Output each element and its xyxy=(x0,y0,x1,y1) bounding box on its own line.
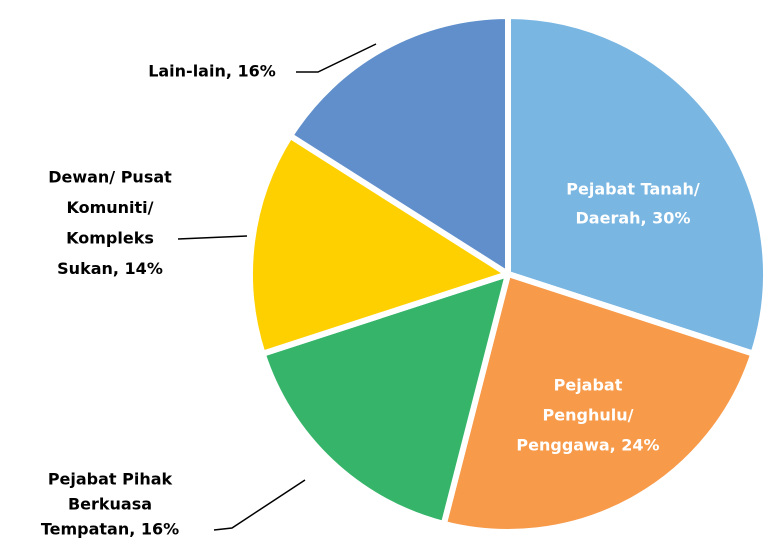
slices xyxy=(247,13,768,535)
leader-line xyxy=(177,235,248,240)
slice-label: Penggawa, 24% xyxy=(516,436,659,455)
slice-label: Lain-lain, 16% xyxy=(148,62,276,81)
slice-label: Sukan, 14% xyxy=(57,259,163,278)
pie-slice xyxy=(247,132,511,357)
leader-line xyxy=(296,43,377,73)
leader-lines xyxy=(177,43,377,531)
pie-slice xyxy=(440,271,757,535)
slice-label: Tempatan, 16% xyxy=(41,520,179,539)
slice-label: Pejabat Tanah/ xyxy=(566,180,700,199)
slice-label: Dewan/ Pusat xyxy=(48,168,172,187)
slice-label: Berkuasa xyxy=(68,495,152,514)
pie-slice xyxy=(287,13,511,277)
slice-label: Penghulu/ xyxy=(543,406,634,425)
slice-label: Kompleks xyxy=(66,229,154,248)
slice-label: Daerah, 30% xyxy=(576,209,691,228)
leader-line xyxy=(213,479,306,531)
slice-label: Pejabat xyxy=(554,376,623,395)
slice-label: Pejabat Pihak xyxy=(48,470,173,489)
slice-label: Komuniti/ xyxy=(66,198,153,217)
pie-slice xyxy=(505,13,768,357)
